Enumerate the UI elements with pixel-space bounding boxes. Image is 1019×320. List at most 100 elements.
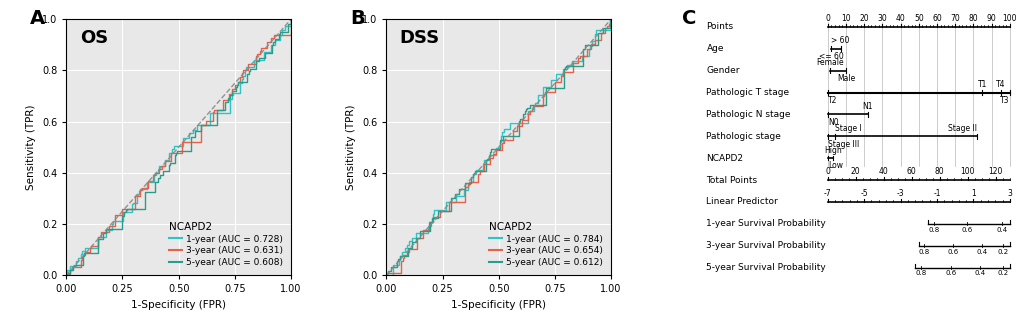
1-year (AUC = 0.784) [467,180,479,184]
Text: T2: T2 [827,96,837,105]
1-year (AUC = 0.784) [588,32,600,36]
Text: Female: Female [815,58,843,67]
1-year (AUC = 0.728) [60,273,72,277]
Text: 0.8: 0.8 [918,249,929,255]
Text: A: A [31,9,46,28]
Text: 1-year Survival Probability: 1-year Survival Probability [706,219,825,228]
Text: Stage II: Stage II [947,124,976,133]
3-year (AUC = 0.654) [489,152,501,156]
Text: 100: 100 [1002,13,1016,22]
5-year (AUC = 0.612) [425,220,437,224]
3-year (AUC = 0.654) [426,215,438,219]
X-axis label: 1-Specificity (FPR): 1-Specificity (FPR) [131,300,226,310]
Text: 1: 1 [970,188,975,197]
Line: 1-year (AUC = 0.784): 1-year (AUC = 0.784) [386,19,610,275]
Text: Linear Predictor: Linear Predictor [706,197,777,206]
Text: Low: Low [827,162,842,171]
1-year (AUC = 0.784) [380,273,392,277]
1-year (AUC = 0.784) [427,212,439,216]
Text: 0.8: 0.8 [928,227,940,233]
Text: Pathologic stage: Pathologic stage [706,132,781,141]
3-year (AUC = 0.631) [265,36,277,40]
Text: 10: 10 [841,13,850,22]
Text: 3-year Survival Probability: 3-year Survival Probability [706,241,825,250]
1-year (AUC = 0.728) [176,136,189,140]
Line: 1-year (AUC = 0.728): 1-year (AUC = 0.728) [66,19,290,275]
3-year (AUC = 0.631) [108,217,120,221]
Text: 70: 70 [950,13,959,22]
Text: 40: 40 [895,13,905,22]
Text: OS: OS [79,29,108,47]
Text: Pathologic N stage: Pathologic N stage [706,110,790,119]
3-year (AUC = 0.654) [604,17,616,21]
Text: 30: 30 [876,13,887,22]
Text: 0.2: 0.2 [997,249,1008,255]
Text: Pathologic T stage: Pathologic T stage [706,88,789,97]
3-year (AUC = 0.654) [423,221,435,225]
3-year (AUC = 0.654) [602,22,614,26]
Text: 0.6: 0.6 [947,249,958,255]
Text: 90: 90 [985,13,996,22]
Text: 120: 120 [987,167,1002,176]
Text: 20: 20 [850,167,860,176]
3-year (AUC = 0.631) [142,186,154,190]
3-year (AUC = 0.654) [473,172,485,176]
Legend: 1-year (AUC = 0.728), 3-year (AUC = 0.631), 5-year (AUC = 0.608): 1-year (AUC = 0.728), 3-year (AUC = 0.63… [165,218,286,271]
3-year (AUC = 0.631) [60,273,72,277]
1-year (AUC = 0.728) [116,219,128,223]
Text: 0.2: 0.2 [997,270,1008,276]
Legend: 1-year (AUC = 0.784), 3-year (AUC = 0.654), 5-year (AUC = 0.612): 1-year (AUC = 0.784), 3-year (AUC = 0.65… [485,218,606,271]
3-year (AUC = 0.654) [522,112,534,116]
Text: 3: 3 [1007,188,1011,197]
Text: 0.4: 0.4 [974,270,985,276]
3-year (AUC = 0.631) [284,17,297,21]
Text: 100: 100 [960,167,974,176]
Text: Age: Age [706,44,723,53]
Text: Points: Points [706,22,733,31]
Text: 5-year Survival Probability: 5-year Survival Probability [706,263,825,272]
Text: Male: Male [836,74,854,83]
Text: Stage III: Stage III [827,140,858,148]
1-year (AUC = 0.784) [494,134,506,138]
Text: 0.8: 0.8 [914,270,925,276]
3-year (AUC = 0.631) [103,230,115,234]
Text: T3: T3 [1000,96,1009,105]
Text: 0.6: 0.6 [945,270,956,276]
5-year (AUC = 0.608) [218,100,230,104]
Text: > 60: > 60 [830,36,849,45]
5-year (AUC = 0.608) [163,169,175,173]
3-year (AUC = 0.631) [207,112,219,116]
1-year (AUC = 0.784) [604,17,616,21]
Text: N0: N0 [827,118,838,127]
5-year (AUC = 0.612) [483,157,495,161]
5-year (AUC = 0.608) [170,151,182,155]
Text: 0.4: 0.4 [975,249,986,255]
Text: C: C [682,9,696,28]
5-year (AUC = 0.612) [380,273,392,277]
Text: -7: -7 [823,188,830,197]
Text: 80: 80 [968,13,977,22]
Text: 50: 50 [913,13,923,22]
Text: 20: 20 [859,13,868,22]
5-year (AUC = 0.612) [596,26,608,30]
Text: 0.6: 0.6 [961,227,972,233]
5-year (AUC = 0.612) [425,216,437,220]
Line: 3-year (AUC = 0.654): 3-year (AUC = 0.654) [386,19,610,275]
1-year (AUC = 0.784) [426,220,438,224]
Text: DSS: DSS [399,29,439,47]
Text: 0.4: 0.4 [996,227,1006,233]
5-year (AUC = 0.612) [467,175,479,179]
5-year (AUC = 0.612) [493,139,505,143]
5-year (AUC = 0.608) [284,17,297,21]
Text: 80: 80 [934,167,944,176]
Text: NCAPD2: NCAPD2 [706,154,743,163]
5-year (AUC = 0.608) [281,22,293,26]
Text: B: B [351,9,365,28]
1-year (AUC = 0.728) [141,187,153,191]
Text: 0: 0 [824,13,829,22]
Text: N1: N1 [862,102,872,111]
Y-axis label: Sensitivity (TPR): Sensitivity (TPR) [346,104,356,190]
Text: 60: 60 [931,13,941,22]
Line: 5-year (AUC = 0.608): 5-year (AUC = 0.608) [66,19,290,275]
5-year (AUC = 0.608) [118,212,130,215]
